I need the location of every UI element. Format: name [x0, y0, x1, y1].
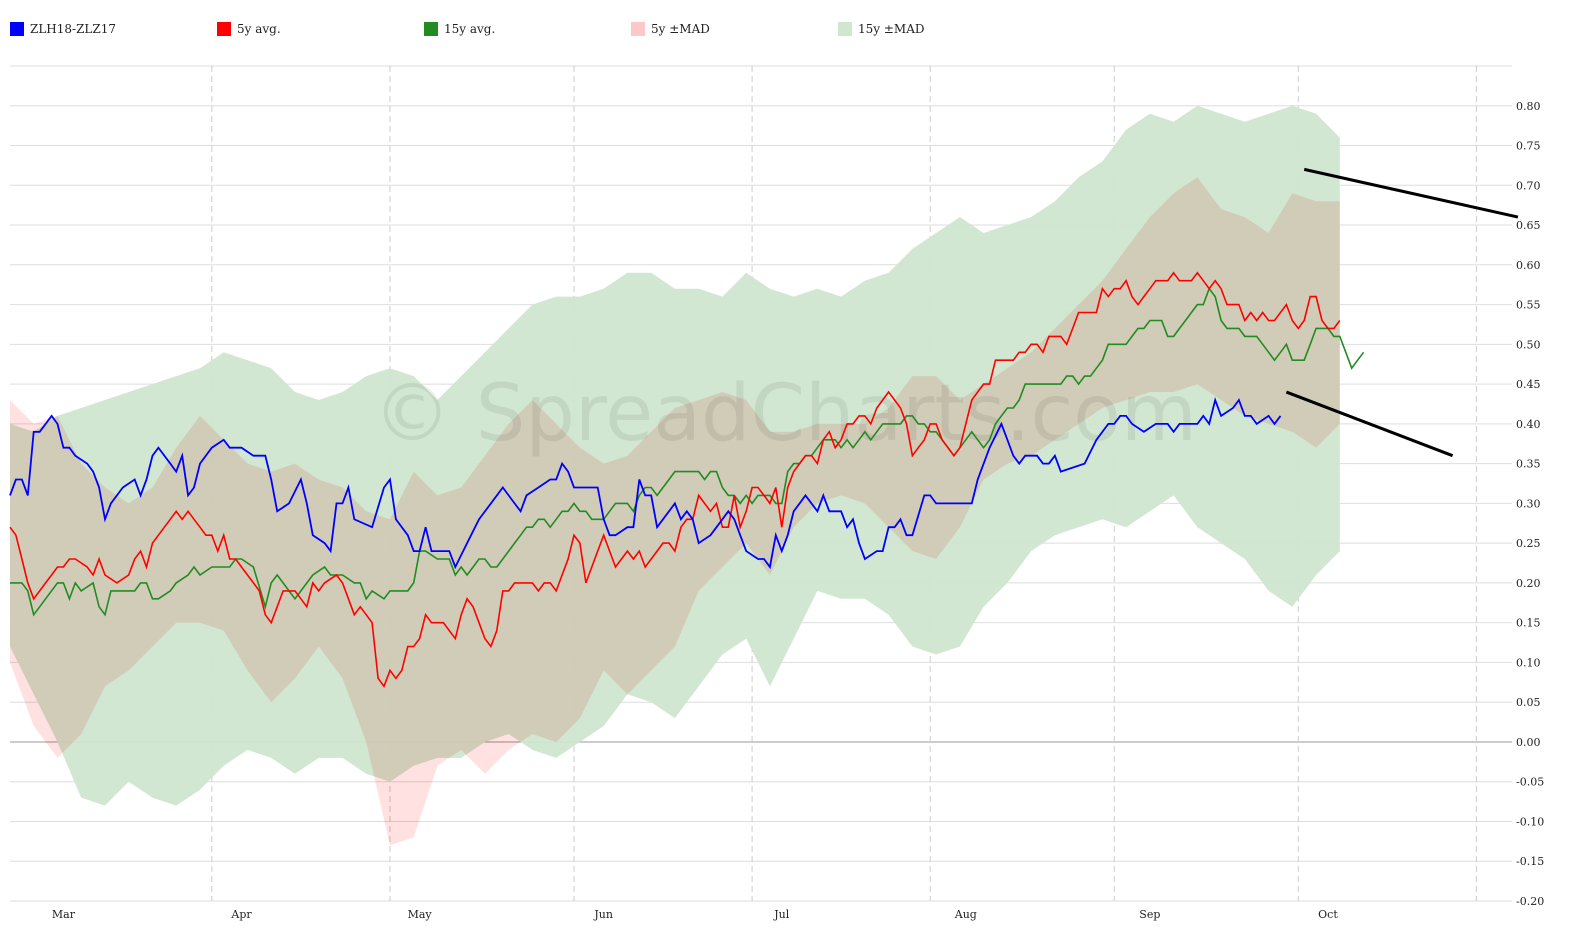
legend-swatch-5y-mad [631, 22, 645, 36]
legend-label-series: ZLH18-ZLZ17 [30, 22, 117, 36]
y-tick-label: 0.10 [1516, 656, 1541, 669]
y-tick-label: 0.70 [1516, 179, 1541, 192]
y-tick-label: 0.35 [1516, 458, 1541, 471]
x-tick-label: May [408, 908, 433, 921]
y-tick-label: 0.55 [1516, 299, 1541, 312]
x-tick-label: Sep [1139, 908, 1160, 921]
x-tick-label: Mar [52, 908, 76, 921]
band-5y-mad [10, 177, 1340, 846]
y-tick-label: 0.40 [1516, 418, 1541, 431]
legend-label-15y-avg: 15y avg. [444, 22, 496, 36]
y-tick-label: -0.20 [1516, 895, 1544, 908]
y-tick-label: 0.75 [1516, 140, 1541, 153]
trendline [1285, 390, 1454, 458]
legend-item-5y-mad[interactable]: 5y ±MAD [631, 22, 710, 36]
y-tick-label: -0.05 [1516, 776, 1544, 789]
x-tick-label: Apr [230, 908, 252, 921]
legend: ZLH18-ZLZ17 5y avg. 15y avg. 5y ±MAD 15y… [0, 0, 1570, 60]
y-tick-label: 0.15 [1516, 617, 1541, 630]
legend-label-5y-avg: 5y avg. [237, 22, 281, 36]
watermark: © SpreadCharts.com [373, 369, 1197, 459]
line-5y-avg [9, 271, 1341, 688]
legend-item-15y-mad[interactable]: 15y ±MAD [838, 22, 925, 36]
trendline [1303, 167, 1519, 219]
x-tick-label: Aug [954, 908, 977, 921]
legend-item-5y-avg[interactable]: 5y avg. [217, 22, 281, 36]
y-tick-label: 0.80 [1516, 100, 1541, 113]
legend-swatch-series [10, 22, 24, 36]
x-tick-label: Jul [773, 908, 789, 921]
x-tick-label: Oct [1318, 908, 1338, 921]
x-tick-label: Jun [593, 908, 613, 921]
y-tick-label: 0.50 [1516, 338, 1541, 351]
legend-item-15y-avg[interactable]: 15y avg. [424, 22, 495, 36]
y-tick-label: -0.10 [1516, 815, 1544, 828]
y-tick-label: 0.25 [1516, 537, 1541, 550]
y-tick-label: 0.60 [1516, 259, 1541, 272]
legend-item-series[interactable]: ZLH18-ZLZ17 [10, 22, 116, 36]
legend-label-5y-mad: 5y ±MAD [651, 22, 710, 36]
y-tick-label: 0.00 [1516, 736, 1541, 749]
legend-swatch-5y-avg [217, 22, 231, 36]
y-tick-label: 0.45 [1516, 378, 1541, 391]
legend-swatch-15y-mad [838, 22, 852, 36]
y-tick-label: 0.20 [1516, 577, 1541, 590]
y-tick-label: 0.30 [1516, 497, 1541, 510]
y-tick-label: 0.05 [1516, 696, 1541, 709]
y-tick-label: 0.65 [1516, 219, 1541, 232]
legend-swatch-15y-avg [424, 22, 438, 36]
line-zlh18-zlz17 [9, 396, 1282, 570]
y-tick-label: -0.15 [1516, 855, 1544, 868]
line-15y-avg [10, 287, 1365, 617]
legend-label-15y-mad: 15y ±MAD [858, 22, 925, 36]
